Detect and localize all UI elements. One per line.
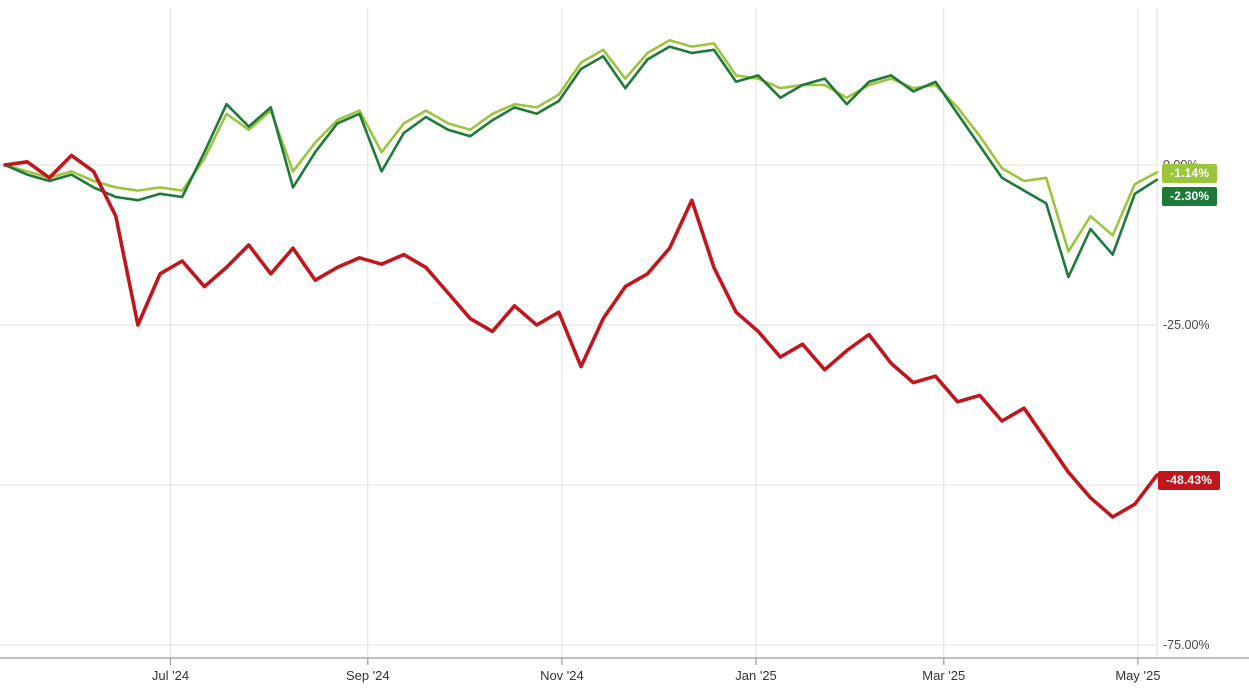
x-axis-label: Nov '24 [540, 668, 584, 683]
end-value-badge-dark-green: -2.30% [1162, 187, 1218, 206]
y-axis-label: -75.00% [1163, 638, 1210, 652]
x-axis-label: Jul '24 [152, 668, 189, 683]
series-line-light-green [3, 38, 1159, 253]
series-line-dark-green [3, 45, 1159, 279]
series-line-red [3, 153, 1159, 519]
x-axis-label: May '25 [1115, 668, 1160, 683]
end-value-badge-light-green: -1.14% [1162, 164, 1218, 183]
end-value-badge-red: -48.43% [1158, 471, 1221, 490]
x-axis-label: Sep '24 [346, 668, 390, 683]
x-axis-label: Jan '25 [735, 668, 777, 683]
y-axis-label: -25.00% [1163, 318, 1210, 332]
x-axis-label: Mar '25 [922, 668, 965, 683]
